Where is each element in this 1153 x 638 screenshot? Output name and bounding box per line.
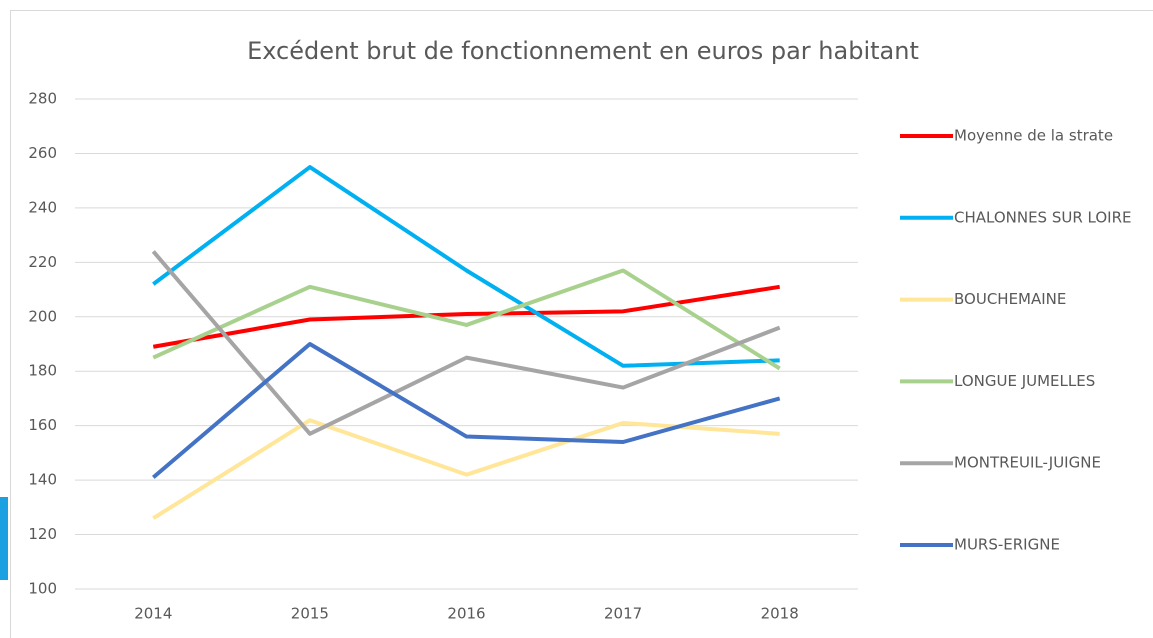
y-tick-label: 280 — [28, 90, 57, 108]
legend-label: LONGUE JUMELLES — [954, 372, 1095, 390]
x-tick-label: 2017 — [604, 605, 642, 623]
y-tick-label: 140 — [28, 471, 57, 489]
chart-title: Excédent brut de fonctionnement en euros… — [247, 37, 919, 65]
legend-label: Moyenne de la strate — [954, 127, 1113, 145]
y-tick-label: 200 — [28, 307, 57, 325]
y-tick-label: 180 — [28, 362, 57, 380]
legend-label: BOUCHEMAINE — [954, 290, 1066, 308]
line-series — [151, 250, 781, 436]
legend-label: MONTREUIL-JUIGNE — [954, 454, 1101, 472]
x-tick-label: 2015 — [291, 605, 329, 623]
x-tick-label: 2016 — [447, 605, 485, 623]
legend-label: MURS-ERIGNE — [954, 536, 1060, 554]
line-series — [152, 342, 781, 479]
y-tick-label: 220 — [28, 253, 57, 271]
x-tick-label: 2018 — [761, 605, 799, 623]
y-tick-label: 120 — [28, 525, 57, 543]
y-tick-label: 240 — [28, 198, 57, 216]
line-series — [152, 268, 781, 371]
y-tick-label: 260 — [28, 144, 57, 162]
y-tick-label: 100 — [28, 580, 57, 598]
side-accent — [0, 497, 8, 580]
legend-label: CHALONNES SUR LOIRE — [954, 208, 1132, 226]
chart-frame — [10, 10, 1153, 638]
x-tick-label: 2014 — [134, 605, 172, 623]
line-series — [152, 165, 780, 368]
y-tick-label: 160 — [28, 416, 57, 434]
